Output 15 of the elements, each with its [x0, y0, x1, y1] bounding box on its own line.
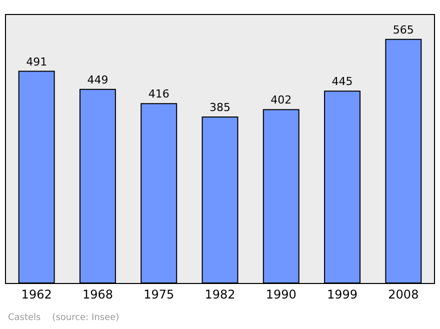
data-label: 385 — [210, 100, 230, 114]
x-tick-label: 1990 — [266, 287, 296, 302]
x-tick-label: 1975 — [144, 287, 174, 302]
data-label: 402 — [270, 94, 292, 107]
x-tick-label: 1999 — [327, 287, 358, 302]
data-label: 491 — [26, 55, 48, 68]
text: Castels (source: Insee) — [8, 313, 120, 323]
data-label: 565 — [392, 23, 414, 36]
x-tick-label: 1968 — [82, 287, 113, 302]
data-label: 416 — [148, 88, 170, 101]
x-tick-label: 1982 — [204, 287, 236, 302]
data-label: 449 — [87, 73, 108, 86]
x-tick-label: 1962 — [21, 287, 52, 302]
data-label: 445 — [332, 75, 353, 88]
x-tick-label: 2008 — [388, 287, 419, 302]
